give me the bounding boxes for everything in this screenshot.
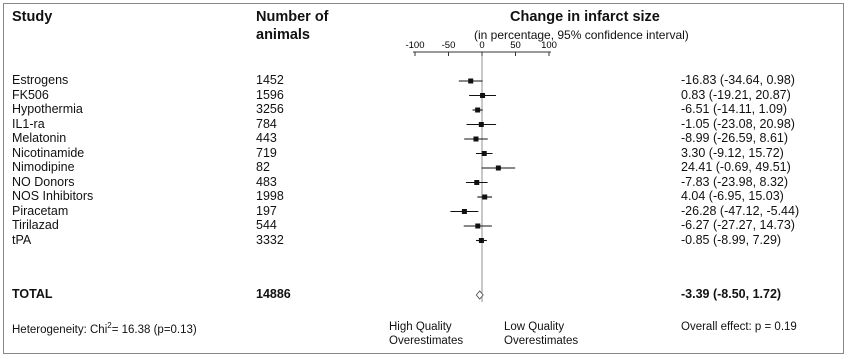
x-tick-label: -100 bbox=[405, 40, 424, 51]
point-estimate-marker bbox=[475, 107, 481, 113]
pooled-estimate-diamond bbox=[475, 290, 484, 300]
effect-ci-label: -6.27 (-27.27, 14.73) bbox=[681, 218, 795, 232]
effect-ci-label: 3.30 (-9.12, 15.72) bbox=[681, 145, 784, 160]
point-estimate-marker bbox=[481, 151, 487, 156]
study-name: Estrogens bbox=[12, 73, 69, 87]
high-quality-note-line1: High Quality bbox=[389, 321, 452, 333]
forest-plot-figure: Study Number of animals Change in infarc… bbox=[3, 3, 844, 354]
point-estimate-marker bbox=[475, 223, 481, 229]
point-estimate-marker bbox=[478, 238, 484, 243]
x-tick-label: -50 bbox=[442, 40, 456, 51]
animal-count: 82 bbox=[256, 160, 270, 174]
animals-column-header-line2: animals bbox=[256, 27, 310, 43]
study-name: Piracetam bbox=[12, 203, 69, 218]
animal-count: 1452 bbox=[256, 73, 284, 87]
high-quality-note-line2: Overestimates bbox=[389, 335, 464, 347]
effect-ci-label: -8.99 (-26.59, 8.61) bbox=[681, 131, 789, 145]
low-quality-note-line1: Low Quality bbox=[504, 321, 565, 333]
x-tick-label: 50 bbox=[510, 40, 521, 51]
point-estimate-marker bbox=[473, 136, 479, 142]
study-name: Melatonin bbox=[12, 131, 67, 145]
effect-ci-label: -16.83 (-34.64, 0.98) bbox=[681, 73, 795, 87]
point-estimate-marker bbox=[478, 122, 484, 127]
study-name: NOS Inhibitors bbox=[12, 189, 94, 203]
animal-count: 483 bbox=[256, 174, 277, 189]
effect-column-header: Change in infarct size bbox=[510, 9, 660, 25]
point-estimate-marker bbox=[480, 93, 486, 98]
animal-count: 1596 bbox=[256, 87, 284, 102]
heterogeneity-note: Heterogeneity: Chi2= 16.38 (p=0.13) bbox=[12, 321, 197, 336]
study-name: IL1-ra bbox=[12, 116, 45, 131]
animal-count: 3332 bbox=[256, 232, 284, 247]
forest-plot: -100 -50 0 50 100 bbox=[405, 40, 557, 302]
animal-count: 197 bbox=[256, 203, 277, 218]
total-label: TOTAL bbox=[12, 287, 53, 301]
point-estimate-marker bbox=[495, 165, 501, 171]
study-name: FK506 bbox=[12, 87, 49, 102]
study-name: Tirilazad bbox=[12, 218, 59, 232]
total-animal-count: 14886 bbox=[256, 287, 291, 301]
x-tick-label: 0 bbox=[479, 40, 484, 51]
effect-ci-label: -26.28 (-47.12, -5.44) bbox=[681, 203, 800, 218]
effect-ci-label: -7.83 (-23.98, 8.32) bbox=[681, 174, 789, 189]
point-estimate-marker bbox=[482, 194, 488, 200]
study-name: Nicotinamide bbox=[12, 145, 85, 160]
animal-count: 784 bbox=[256, 116, 277, 131]
study-name: tPA bbox=[12, 232, 32, 247]
animal-count: 443 bbox=[256, 131, 277, 145]
study-name: Hypothermia bbox=[12, 102, 83, 116]
effect-column-subheader: (in percentage, 95% confidence interval) bbox=[474, 28, 689, 42]
low-quality-note-line2: Overestimates bbox=[504, 335, 579, 347]
x-tick-label: 100 bbox=[541, 40, 557, 51]
point-estimate-marker bbox=[474, 180, 480, 185]
overall-effect-note: Overall effect: p = 0.19 bbox=[681, 321, 797, 333]
effect-ci-label: -6.51 (-14.11, 1.09) bbox=[681, 102, 788, 116]
study-name: NO Donors bbox=[12, 174, 75, 189]
animal-count: 1998 bbox=[256, 189, 284, 203]
effect-ci-label: 0.83 (-19.21, 20.87) bbox=[681, 87, 791, 102]
effect-ci-label: 4.04 (-6.95, 15.03) bbox=[681, 189, 784, 203]
study-column-header: Study bbox=[12, 9, 53, 25]
point-estimate-marker bbox=[468, 78, 474, 84]
effect-ci-label: -0.85 (-8.99, 7.29) bbox=[681, 232, 782, 247]
animal-count: 3256 bbox=[256, 102, 284, 116]
animal-count: 719 bbox=[256, 145, 277, 160]
animal-count: 544 bbox=[256, 218, 277, 232]
effect-ci-label: -1.05 (-23.08, 20.98) bbox=[681, 116, 795, 131]
animals-column-header-line1: Number of bbox=[256, 9, 329, 25]
point-estimate-marker bbox=[461, 209, 467, 214]
total-effect-ci-label: -3.39 (-8.50, 1.72) bbox=[681, 287, 782, 301]
effect-ci-label: 24.41 (-0.69, 49.51) bbox=[681, 160, 791, 174]
study-name: Nimodipine bbox=[12, 160, 75, 174]
